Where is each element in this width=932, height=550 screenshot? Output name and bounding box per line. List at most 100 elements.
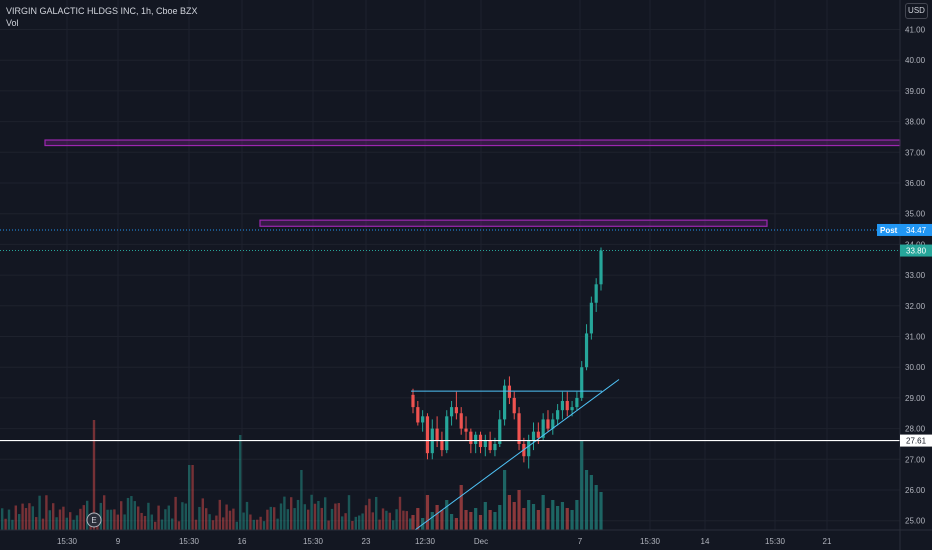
volume-bar [512,502,516,530]
volume-bar [522,508,526,530]
y-tick-label: 29.00 [905,394,926,403]
candle-body [425,416,430,454]
x-tick-label: 21 [823,537,832,546]
candle-body [416,407,420,423]
candle-body [599,250,603,285]
symbol-title[interactable]: VIRGIN GALACTIC HLDGS INC, 1h, Cboe BZX [6,6,198,16]
candle-body [502,385,507,420]
x-tick-label: 15:30 [765,537,786,546]
level-price-tag: 27.61 [900,434,932,447]
post-tag-label: Post [880,226,898,235]
candle-body [421,416,425,423]
candle-body [527,440,531,457]
time-axis[interactable]: 15:30 9 15:30 16 15:30 23 12:30 Dec 7 15:30 14 15:3… [57,537,832,546]
candle-body [445,416,449,451]
volume-bar [507,495,512,530]
volume-bar [589,475,593,530]
candle-body [560,400,565,411]
volume-bar [411,515,415,530]
candle-body [531,431,536,441]
volume-bar [565,508,569,530]
y-tick-label: 37.00 [905,148,926,157]
volume-bar [488,510,492,530]
last-tag-bg [900,244,932,257]
volume-bar [502,470,507,530]
volume-bar [445,500,449,530]
candlesticks[interactable] [411,247,603,469]
candle-body [584,333,589,368]
y-tick-label: 26.00 [905,486,926,495]
earnings-marker[interactable]: E [86,512,102,528]
volume-bar [551,500,555,530]
price-axis[interactable]: 25.00 26.00 27.00 28.00 29.00 30.00 31.00 32.00… [905,26,926,526]
upper-zone-rect[interactable] [44,139,901,147]
level-tag-value: 27.61 [906,437,927,446]
ascending-trendline[interactable] [414,379,620,531]
candle-body [498,419,502,444]
level-tag-bg [900,434,932,447]
candle-body [546,419,550,429]
volume-label[interactable]: Vol [6,18,19,28]
candle-body [435,428,439,441]
candle-body [512,397,516,414]
x-tick-label: 14 [701,537,710,546]
volume-bar [430,512,434,530]
candle-body [575,397,579,408]
candle-body [411,394,415,408]
volume-bar [425,495,430,530]
post-tag-value: 34.47 [906,226,927,235]
candle-body [580,367,584,398]
x-tick-label: 12:30 [415,537,436,546]
candle-body [551,419,555,429]
volume-bar [594,485,598,530]
candle-body [570,407,574,411]
candle-body [556,410,560,420]
volume-bar [474,508,478,530]
volume-bar [478,515,483,530]
volume-bar [483,502,487,530]
y-tick-label: 38.00 [905,118,926,127]
volume-bars [411,440,603,530]
volume-bar [454,518,458,530]
volume-bar [580,440,584,530]
volume-bar [469,512,473,530]
x-tick-label: 15:30 [57,537,78,546]
volume-bar [459,485,463,530]
y-tick-label: 27.00 [905,455,926,464]
volume-bar [546,508,550,530]
candle-body [565,400,569,411]
candle-body [589,302,593,334]
volume-bar [416,508,420,530]
lower-zone-rect[interactable] [259,219,768,227]
x-tick-label: 15:30 [303,537,324,546]
x-tick-label: 7 [578,537,583,546]
last-price-tag: 33.80 [900,244,932,257]
volume-bar [449,514,454,530]
last-tag-value: 33.80 [906,247,927,256]
volume-bar [575,500,579,530]
volume-bar [498,505,502,530]
history-volume-bars [1,420,412,530]
candle-body [454,407,458,414]
y-tick-label: 30.00 [905,363,926,372]
candle-body [541,419,545,438]
currency-button[interactable]: USD [905,3,928,19]
volume-bar [493,512,497,530]
chart-legend: VIRGIN GALACTIC HLDGS INC, 1h, Cboe BZX … [6,5,198,29]
y-tick-label: 33.00 [905,271,926,280]
candle-body [536,431,540,438]
candle-body [474,434,478,444]
volume-bar [536,510,540,530]
x-tick-label: Dec [474,537,488,546]
candle-body [488,440,492,451]
earnings-letter: E [91,516,96,525]
candle-body [507,385,512,398]
candle-body [493,443,497,451]
x-tick-label: 15:30 [179,537,200,546]
candle-body [449,407,454,417]
post-price-tag: Post 34.47 [877,223,932,236]
y-tick-label: 41.00 [905,26,926,35]
volume-bar [584,470,589,530]
volume-bar [440,510,444,530]
